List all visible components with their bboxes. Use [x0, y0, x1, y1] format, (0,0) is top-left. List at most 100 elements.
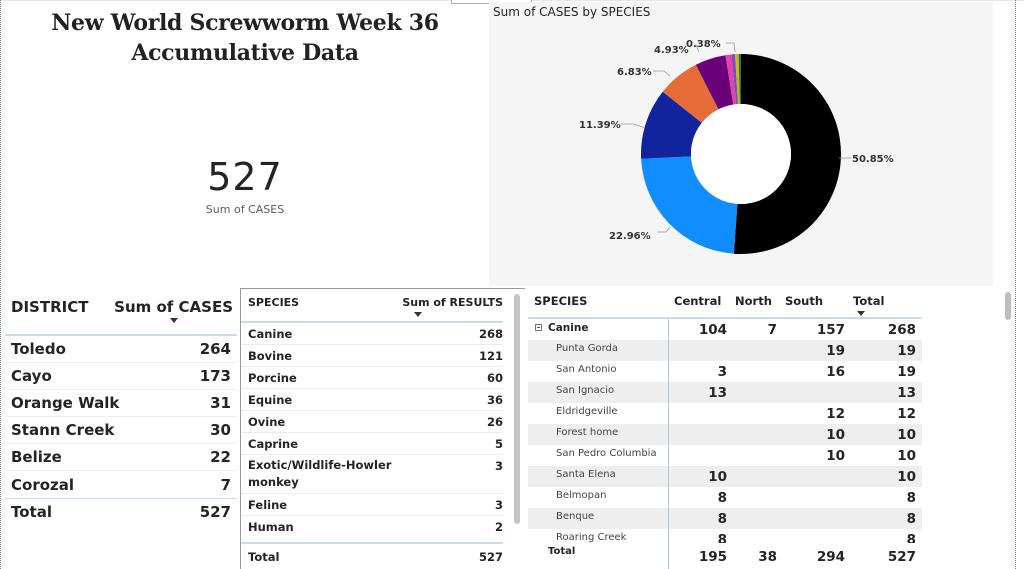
donut-slice-human[interactable]: [738, 54, 741, 105]
matrix-row[interactable]: Eldridgeville 12 12: [528, 403, 922, 424]
col-header-sum-of-results[interactable]: Sum of RESULTS: [402, 296, 503, 321]
matrix-row[interactable]: Roaring Creek 8 8: [528, 529, 922, 543]
table-row[interactable]: Belize 22: [5, 444, 237, 471]
col-header-label: Sum of RESULTS: [402, 296, 503, 309]
matrix-row[interactable]: Punta Gorda 19 19: [528, 340, 922, 362]
table-row[interactable]: Human 2: [241, 516, 503, 538]
south-value: 10: [826, 448, 845, 464]
table-row[interactable]: Porcine 60: [241, 367, 503, 389]
total-label: Total: [248, 550, 280, 564]
matrix-scrollbar[interactable]: [1005, 292, 1011, 320]
table-row[interactable]: Feline 3: [241, 494, 503, 516]
total-cases-card[interactable]: 527 Sum of CASES: [120, 152, 370, 216]
matrix-row[interactable]: San Ignacio 13 13: [528, 382, 922, 404]
donut-slice-porcine[interactable]: [641, 91, 702, 159]
species-table-scrollbar[interactable]: [514, 294, 520, 524]
south-value: 294: [816, 549, 845, 565]
table-row[interactable]: Exotic/Wildlife-Howler monkey 3: [241, 455, 503, 494]
col-header-species[interactable]: SPECIES: [534, 294, 588, 308]
district-name: Belize: [11, 448, 62, 466]
matrix-total-row: Total 195 38 294 527: [528, 546, 922, 568]
donut-slice-equine[interactable]: [662, 64, 719, 123]
donut-slice-exotic-wildlife-howler-monkey[interactable]: [731, 54, 739, 105]
matrix-row[interactable]: San Pedro Columbia 10 10: [528, 445, 922, 466]
col-header-district[interactable]: DISTRICT: [11, 298, 89, 316]
results-value: 26: [486, 415, 503, 429]
total-value: 527: [199, 503, 231, 521]
col-header-central[interactable]: Central: [674, 294, 722, 308]
total-value: 268: [887, 322, 916, 338]
donut-slices[interactable]: [641, 54, 842, 254]
col-header-label: Total: [853, 294, 885, 308]
total-value: 8: [906, 532, 916, 543]
total-value: 12: [897, 406, 916, 422]
total-value: 10: [897, 448, 916, 464]
total-row: Total 527: [5, 498, 237, 525]
species-name: Human: [248, 520, 294, 534]
results-value: 60: [486, 371, 503, 385]
col-header-north[interactable]: North: [735, 294, 772, 308]
cases-value: 22: [210, 448, 231, 466]
report-title-line-2: Accumulative Data: [131, 40, 359, 66]
south-value: 10: [826, 427, 845, 443]
table-row[interactable]: Canine 268: [241, 323, 503, 345]
donut-slice-caprine[interactable]: [725, 54, 737, 105]
cases-value: 7: [220, 475, 231, 494]
matrix-row[interactable]: San Antonio 3 16 19: [528, 361, 922, 382]
row-label: Punta Gorda: [556, 343, 619, 354]
total-value: 13: [897, 385, 916, 401]
label-human: 0.38%: [686, 39, 721, 50]
table-row[interactable]: Stann Creek 30: [5, 417, 237, 444]
sort-descending-icon: [414, 312, 423, 317]
table-row[interactable]: Bovine 121: [241, 345, 503, 367]
table-row[interactable]: Cayo 173: [5, 363, 237, 390]
south-value: 16: [826, 364, 845, 380]
col-header-species[interactable]: SPECIES: [248, 296, 300, 309]
row-label: San Ignacio: [556, 385, 615, 396]
matrix-row[interactable]: Forest home 10 10: [528, 424, 922, 446]
donut-slice-feline[interactable]: [735, 54, 740, 105]
species-name: Canine: [248, 327, 293, 341]
canvas-right-edge: [1015, 0, 1017, 569]
district-name: Toledo: [11, 340, 66, 358]
label-equine: 6.83%: [617, 67, 652, 78]
col-header-south[interactable]: South: [785, 294, 824, 308]
district-cases-table[interactable]: DISTRICT Sum of CASES Toledo 264 Cayo 173 …: [5, 290, 237, 569]
total-value: 527: [887, 549, 916, 565]
table-row[interactable]: Orange Walk 31: [5, 390, 237, 417]
species-name: Feline: [248, 498, 288, 512]
matrix-row-canine[interactable]: Canine 104 7 157 268: [528, 319, 922, 340]
donut-slice-canine[interactable]: [733, 54, 842, 254]
results-value: 36: [486, 393, 503, 407]
table-header: DISTRICT Sum of CASES: [5, 290, 237, 336]
col-header-sum-of-cases[interactable]: Sum of CASES: [114, 298, 233, 323]
central-value: 8: [717, 490, 727, 506]
table-row[interactable]: Corozal 7: [5, 471, 237, 498]
table-header: SPECIES Sum of RESULTS: [241, 289, 503, 323]
label-canine: 50.85%: [852, 154, 894, 165]
matrix-row[interactable]: Benque 8 8: [528, 508, 922, 530]
matrix-row[interactable]: Santa Elena 10 10: [528, 466, 922, 488]
south-value: 19: [826, 343, 845, 359]
results-value: 3: [494, 459, 503, 473]
col-header-total[interactable]: Total: [853, 294, 885, 316]
table-row[interactable]: Caprine 5: [241, 433, 503, 455]
collapse-icon[interactable]: [535, 324, 542, 331]
cases-by-species-donut-chart[interactable]: Sum of CASES by SPECIES 50.85% 22.96% 11…: [489, 2, 993, 286]
table-row[interactable]: Toledo 264: [5, 336, 237, 363]
species-region-matrix[interactable]: SPECIES Central North South Total Canine…: [528, 288, 923, 569]
row-label: San Antonio: [556, 364, 617, 375]
donut-hole: [691, 104, 791, 204]
results-value: 2: [494, 520, 503, 534]
central-value: 13: [708, 385, 727, 401]
cases-value: 31: [210, 394, 231, 412]
table-row[interactable]: Ovine 26: [241, 411, 503, 433]
table-row[interactable]: Equine 36: [241, 389, 503, 411]
sort-descending-icon: [857, 311, 865, 316]
donut-slice-ovine[interactable]: [695, 55, 734, 110]
total-label: Total: [11, 503, 52, 521]
species-results-table[interactable]: SPECIES Sum of RESULTS Canine 268 Bovine 1…: [240, 288, 525, 569]
row-label: Belmopan: [556, 490, 607, 501]
donut-slice-bovine[interactable]: [641, 156, 738, 254]
matrix-row[interactable]: Belmopan 8 8: [528, 487, 922, 508]
